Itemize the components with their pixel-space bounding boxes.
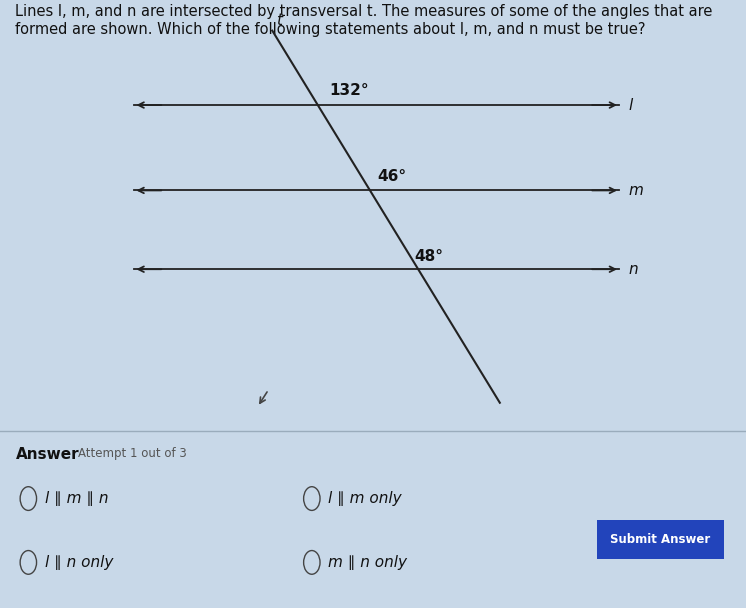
Text: l ∥ m ∥ n: l ∥ m ∥ n [45, 491, 108, 506]
FancyBboxPatch shape [593, 520, 727, 559]
Text: l: l [628, 97, 633, 112]
Text: Submit Answer: Submit Answer [610, 533, 710, 546]
Text: m ∥ n only: m ∥ n only [328, 555, 407, 570]
Text: l ∥ n only: l ∥ n only [45, 555, 113, 570]
Text: n: n [628, 261, 638, 277]
Text: t: t [276, 13, 282, 29]
Text: 48°: 48° [415, 249, 443, 264]
Text: Lines l, m, and n are intersected by transversal t. The measures of some of the : Lines l, m, and n are intersected by tra… [15, 4, 712, 36]
Text: Answer: Answer [16, 447, 80, 463]
Text: l ∥ m only: l ∥ m only [328, 491, 402, 506]
Text: 132°: 132° [329, 83, 369, 98]
Text: Attempt 1 out of 3: Attempt 1 out of 3 [78, 447, 187, 460]
Text: m: m [628, 183, 643, 198]
Text: 46°: 46° [377, 169, 407, 184]
